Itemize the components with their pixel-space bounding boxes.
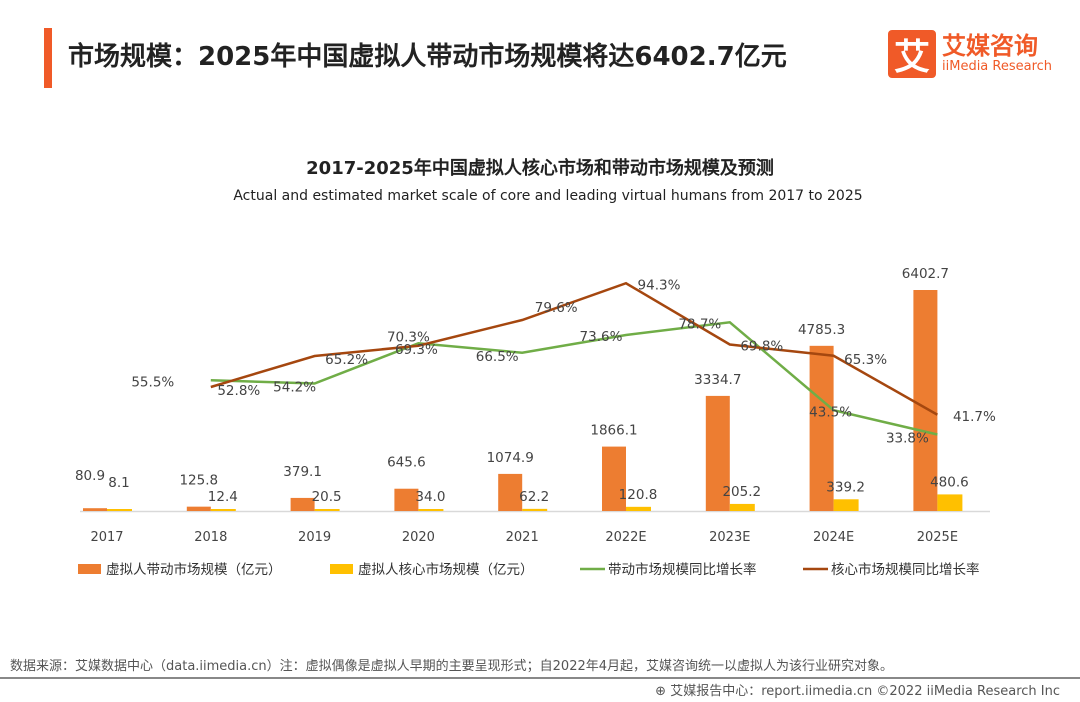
logo: 艾 艾媒咨询 iiMedia Research <box>888 30 1052 78</box>
bar-leading <box>913 290 938 511</box>
bar-leading <box>186 506 211 511</box>
bar-leading <box>83 508 107 511</box>
bar-label-core: 205.2 <box>722 484 761 500</box>
legend-label: 核心市场规模同比增长率 <box>831 561 980 578</box>
bar-label-core: 34.0 <box>415 489 445 505</box>
x-tick-label: 2019 <box>298 530 331 545</box>
growth-leading-label: 73.6% <box>580 329 623 345</box>
logo-name-cn: 艾媒咨询 <box>942 32 1038 60</box>
bar-label-leading: 6402.7 <box>902 266 949 282</box>
x-tick-label: 2021 <box>506 530 539 545</box>
footer-source: 数据来源：艾媒数据中心（data.iimedia.cn）注：虚拟偶像是虚拟人早期… <box>10 659 894 674</box>
footer-report: ⊕ 艾媒报告中心：report.iimedia.cn ©2022 iiMedia… <box>655 680 1060 699</box>
chart: 2017 2018 2019 2020 2021 2022E 2023E 2024E 2025E… <box>75 266 996 578</box>
bar-label-leading: 125.8 <box>179 473 218 489</box>
legend-swatch <box>330 564 353 574</box>
x-tick-label: 2025E <box>917 530 958 545</box>
bar-label-leading: 4785.3 <box>798 322 845 338</box>
x-tick-label: 2024E <box>813 530 854 545</box>
bar-label-leading: 3334.7 <box>694 372 741 388</box>
title-accent-bar <box>44 28 52 88</box>
bar-label-core: 12.4 <box>208 489 238 505</box>
bar-label-core: 339.2 <box>826 479 865 495</box>
bar-core <box>522 508 548 511</box>
bar-core <box>418 509 444 511</box>
growth-core-label: 52.8% <box>217 383 260 399</box>
chart-subtitle: Actual and estimated market scale of cor… <box>233 188 863 204</box>
bar-core <box>314 509 340 511</box>
bar-leading <box>394 488 419 511</box>
logo-name-en: iiMedia Research <box>942 59 1053 74</box>
x-tick-label: 2020 <box>402 530 435 545</box>
x-tick-label: 2017 <box>90 530 123 545</box>
growth-core-label: 65.2% <box>325 352 368 368</box>
growth-core-label: 79.6% <box>535 300 578 316</box>
bar-label-core: 480.6 <box>930 474 969 490</box>
bar-label-core: 62.2 <box>519 489 549 505</box>
legend-label: 虚拟人核心市场规模（亿元） <box>358 561 534 578</box>
bar-label-leading: 645.6 <box>387 455 426 471</box>
bar-core <box>729 503 755 511</box>
growth-leading-label: 78.7% <box>678 316 721 332</box>
growth-leading-label: 66.5% <box>476 349 519 365</box>
footer-report-text: 艾媒报告中心：report.iimedia.cn ©2022 iiMedia R… <box>670 684 1060 699</box>
legend-label: 虚拟人带动市场规模（亿元） <box>106 561 282 578</box>
bar-core <box>210 509 236 511</box>
legend-swatch <box>78 564 101 574</box>
bar-leading <box>602 446 626 511</box>
bar-core <box>937 494 963 511</box>
bar-label-core: 20.5 <box>312 489 342 505</box>
chart-title: 2017-2025年中国虚拟人核心市场和带动市场规模及预测 <box>306 158 774 179</box>
x-tick-label: 2018 <box>194 530 227 545</box>
bar-core <box>107 509 132 511</box>
bar-leading <box>705 395 730 511</box>
page-title: 市场规模：2025年中国虚拟人带动市场规模将达6402.7亿元 <box>68 42 787 72</box>
bar-leading <box>498 473 523 511</box>
bar-label-leading: 1074.9 <box>487 450 534 466</box>
growth-core-label: 94.3% <box>638 277 681 293</box>
growth-core-line <box>210 281 939 416</box>
bar-label-leading: 379.1 <box>283 464 322 480</box>
bar-label-core: 120.8 <box>619 487 658 503</box>
growth-leading-label: 54.2% <box>273 380 316 396</box>
logo-mark: 艾 <box>888 30 936 78</box>
growth-core-label: 69.8% <box>740 339 783 355</box>
growth-leading-line <box>210 320 938 436</box>
legend-label: 带动市场规模同比增长率 <box>608 561 757 578</box>
globe-icon: ⊕ <box>655 684 671 699</box>
bar-label-leading: 80.9 <box>75 468 105 484</box>
footer-divider <box>0 677 1080 679</box>
bar-label-core: 8.1 <box>108 475 129 491</box>
x-tick-label: 2022E <box>605 530 646 545</box>
bar-core <box>833 499 859 511</box>
growth-leading-label: 43.5% <box>809 404 852 420</box>
growth-leading-label: 70.3% <box>387 329 430 345</box>
bar-core <box>626 506 651 511</box>
growth-core-label: 65.3% <box>844 352 887 368</box>
growth-core-label: 41.7% <box>953 409 996 425</box>
growth-leading-label: 33.8% <box>886 431 929 447</box>
bar-leading <box>809 345 834 511</box>
bar-leading <box>290 497 315 511</box>
growth-leading-label: 55.5% <box>131 374 174 390</box>
x-tick-label: 2023E <box>709 530 750 545</box>
growth-core-label: 69.3% <box>395 342 438 358</box>
bar-label-leading: 1866.1 <box>590 423 637 439</box>
